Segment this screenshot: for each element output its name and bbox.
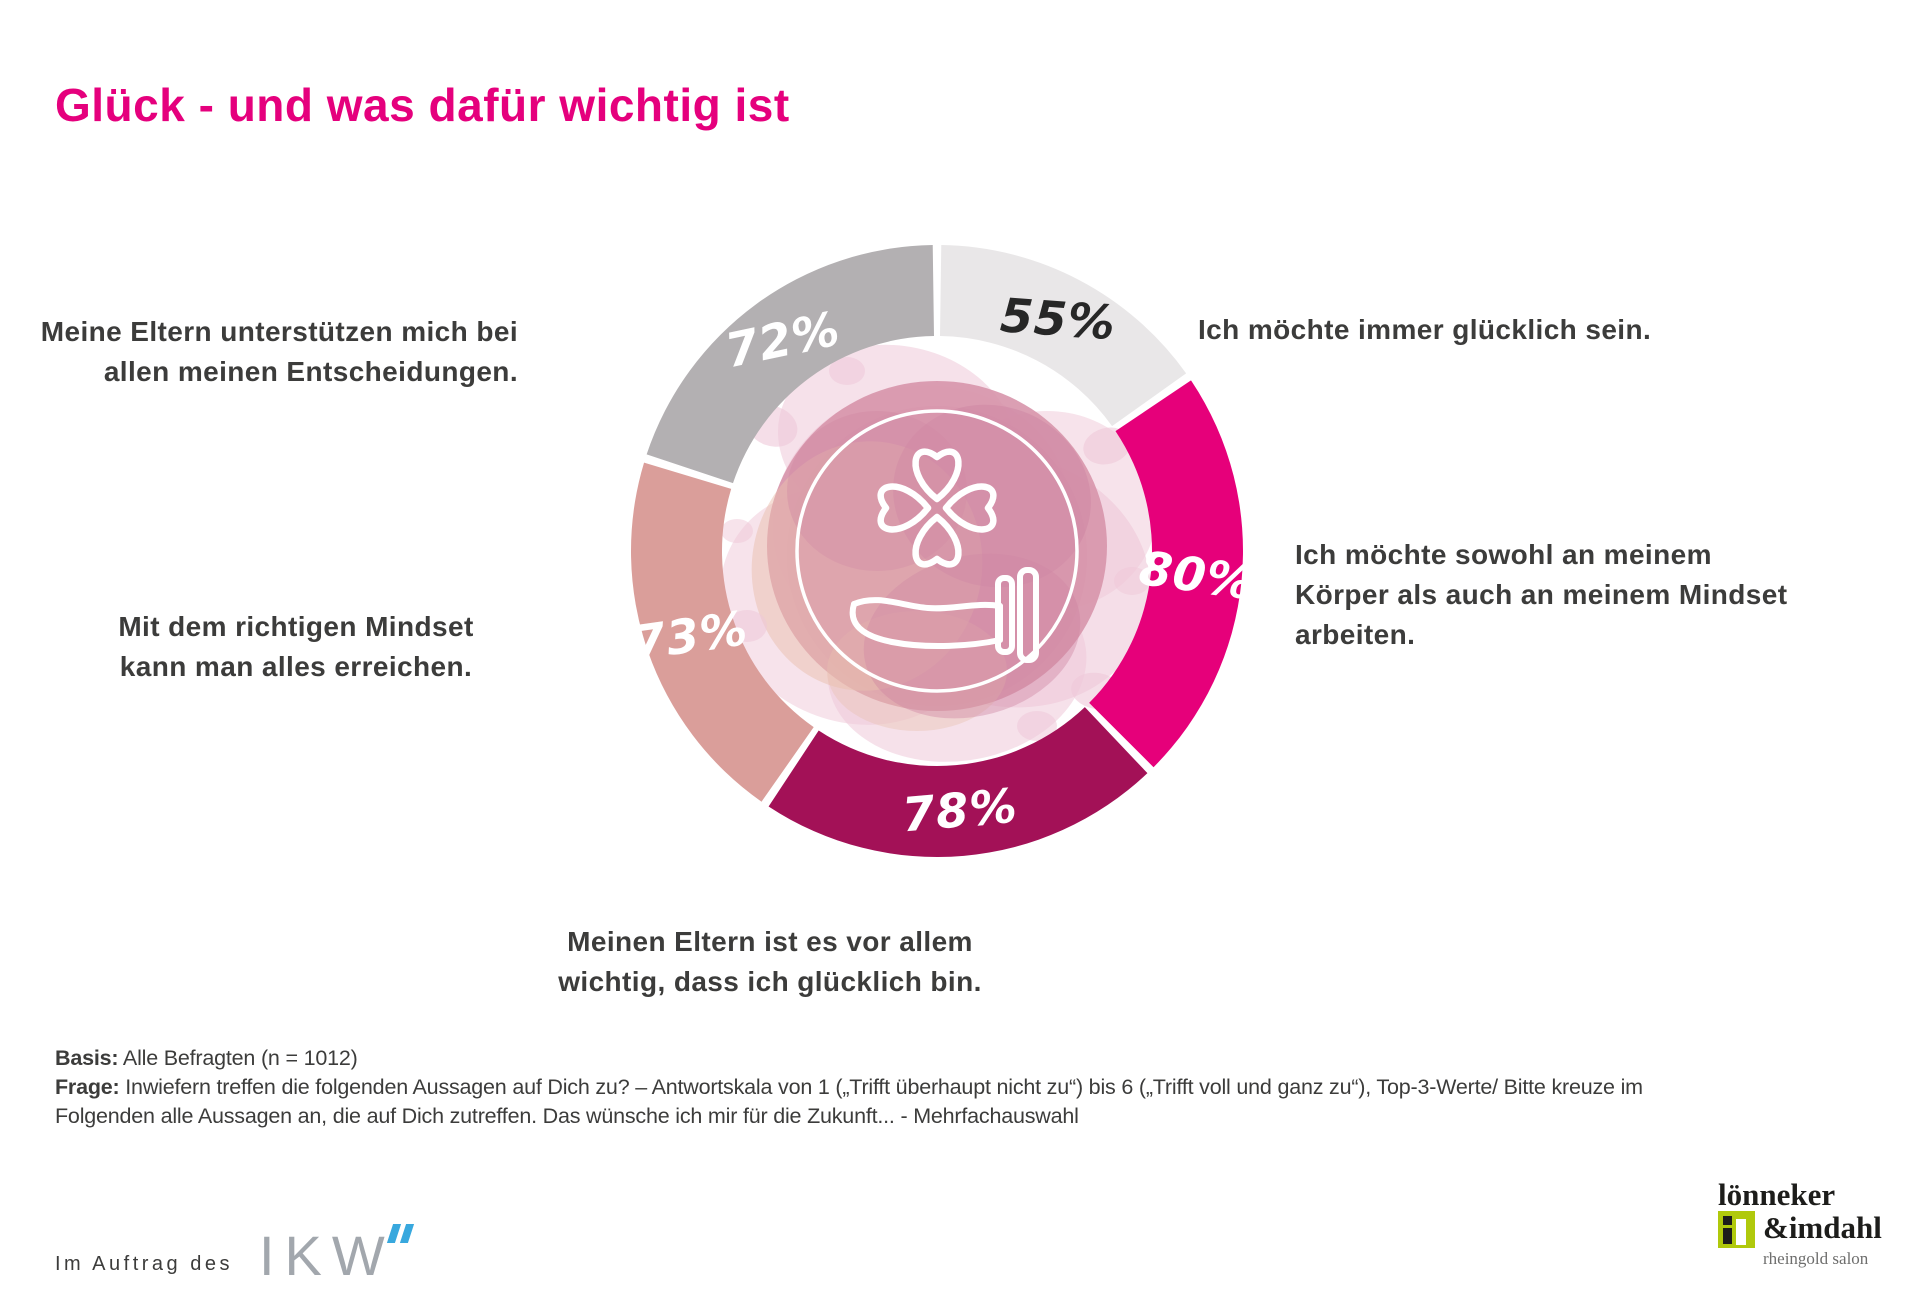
statement-top-right: Ich möchte immer glücklich sein.	[1198, 310, 1758, 350]
double-slash-quote-marks-icon	[386, 1224, 414, 1243]
footnote-basis: Basis: Alle Befragten (n = 1012)	[55, 1044, 1885, 1073]
ikw-logo: IKW	[259, 1224, 414, 1284]
inner-circle-outline	[795, 409, 1079, 693]
donut-value-label: 78%	[900, 779, 1020, 844]
donut-value-label: 55%	[999, 288, 1118, 351]
footnote-frage-line1: Frage: Inwiefern treffen die folgenden A…	[55, 1073, 1885, 1102]
statement-line: Meine Eltern unterstützen mich bei	[40, 316, 518, 347]
commissioned-by-label: Im Auftrag des	[55, 1253, 233, 1275]
basis-label: Basis:	[55, 1046, 119, 1070]
hand-icon	[849, 567, 1039, 663]
agency-name-line2: &imdahl	[1763, 1210, 1882, 1245]
statement-mid-left: Mit dem richtigen Mindset kann man alles…	[60, 607, 532, 687]
blob-splotch	[799, 413, 1075, 689]
blob-splotch	[1017, 711, 1057, 741]
agency-subtitle: rheingold salon	[1763, 1249, 1869, 1268]
statement-line: allen meinen Entscheidungen.	[103, 356, 518, 387]
blob-splotch	[1114, 567, 1150, 595]
donut-segment-72%	[646, 245, 934, 484]
footnote-frage-line2: Folgenden alle Aussagen an, die auf Dich…	[55, 1102, 1885, 1131]
blob-splotch	[1083, 427, 1131, 465]
statement-line: Mit dem richtigen Mindset	[118, 611, 474, 642]
frage-text: Inwiefern treffen die folgenden Aussagen…	[119, 1075, 1643, 1099]
footer-left: Im Auftrag des IKW	[55, 1224, 414, 1284]
donut-segment-73%	[631, 462, 814, 802]
statement-line: arbeiten.	[1295, 619, 1416, 650]
statement-line: Ich möchte immer glücklich sein.	[1198, 314, 1652, 345]
ikw-logo-text: IKW	[258, 1224, 395, 1287]
donut-segments	[631, 245, 1243, 857]
statement-bottom: Meinen Eltern ist es vor allem wichtig, …	[520, 922, 1020, 1002]
agency-logo: lönneker &imdahl rheingold salon	[1718, 1178, 1888, 1269]
footnote: Basis: Alle Befragten (n = 1012) Frage: …	[55, 1044, 1885, 1131]
blob-splotch	[829, 357, 865, 385]
statement-line: Körper als auch an meinem Mindset	[1295, 579, 1788, 610]
agency-name-line1: lönneker	[1718, 1177, 1836, 1212]
donut-segment-80%	[1089, 380, 1243, 768]
statement-mid-right: Ich möchte sowohl an meinem Körper als a…	[1295, 535, 1815, 655]
donut-segment-55%	[940, 245, 1187, 427]
statement-line: wichtig, dass ich glücklich bin.	[558, 966, 982, 997]
blob-splotch	[827, 611, 1007, 731]
statement-line: Meinen Eltern ist es vor allem	[567, 926, 973, 957]
statement-line: kann man alles erreichen.	[119, 651, 473, 682]
frage-text-2: Folgenden alle Aussagen an, die auf Dich…	[55, 1104, 1079, 1128]
statement-top-left: Meine Eltern unterstützen mich bei allen…	[40, 312, 518, 392]
blob-splotch	[863, 553, 1081, 719]
li-monogram-square-icon	[1718, 1211, 1755, 1248]
blob-splotch	[721, 519, 753, 543]
page-title: Glück - und was dafür wichtig ist	[55, 79, 790, 131]
clover-hearts-icon	[877, 448, 997, 568]
donut-segment-78%	[768, 707, 1148, 857]
statement-line: Ich möchte sowohl an meinem	[1295, 539, 1712, 570]
basis-text: Alle Befragten (n = 1012)	[118, 1046, 358, 1070]
frage-label: Frage:	[55, 1075, 120, 1099]
